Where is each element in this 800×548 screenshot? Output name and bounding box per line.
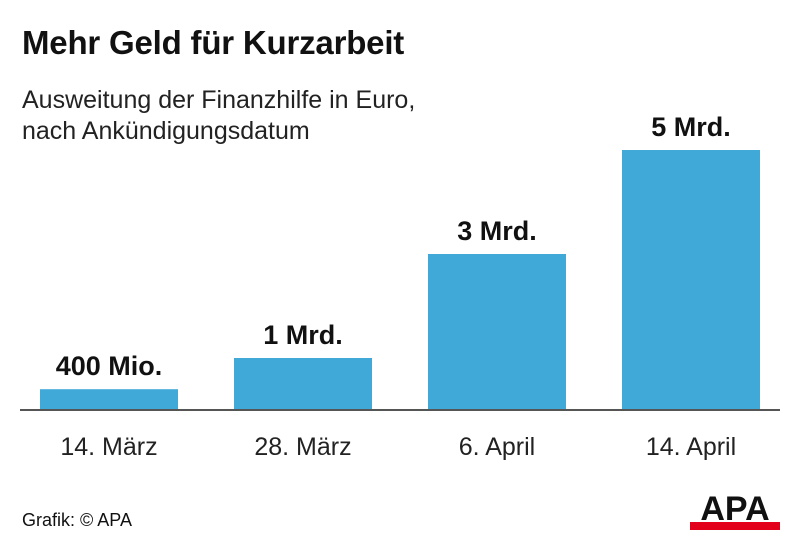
x-tick-label: 14. März: [60, 433, 157, 461]
bar-value-label: 3 Mrd.: [457, 216, 537, 246]
bar: [234, 358, 372, 410]
bar: [622, 150, 760, 410]
x-tick-label: 14. April: [646, 433, 736, 461]
bar: [428, 254, 566, 410]
chart-subtitle: Ausweitung der Finanzhilfe in Euro, nach…: [22, 85, 582, 147]
x-tick-label: 28. März: [254, 433, 351, 461]
graphic-credit: Grafik: © APA: [22, 510, 132, 530]
bar-value-label: 400 Mio.: [56, 351, 163, 381]
bar-value-label: 1 Mrd.: [263, 320, 343, 350]
bar-value-label: 5 Mrd.: [651, 112, 731, 142]
x-tick-label: 6. April: [459, 433, 535, 461]
apa-logo-text: APA: [700, 490, 769, 528]
subtitle-line-2: nach Ankündigungsdatum: [22, 117, 310, 145]
apa-logo-red-bar: [690, 522, 780, 530]
apa-logo: APA: [690, 490, 780, 530]
bar: [40, 389, 178, 410]
chart-title: Mehr Geld für Kurzarbeit: [22, 24, 405, 61]
subtitle-line-1: Ausweitung der Finanzhilfe in Euro,: [22, 86, 416, 114]
